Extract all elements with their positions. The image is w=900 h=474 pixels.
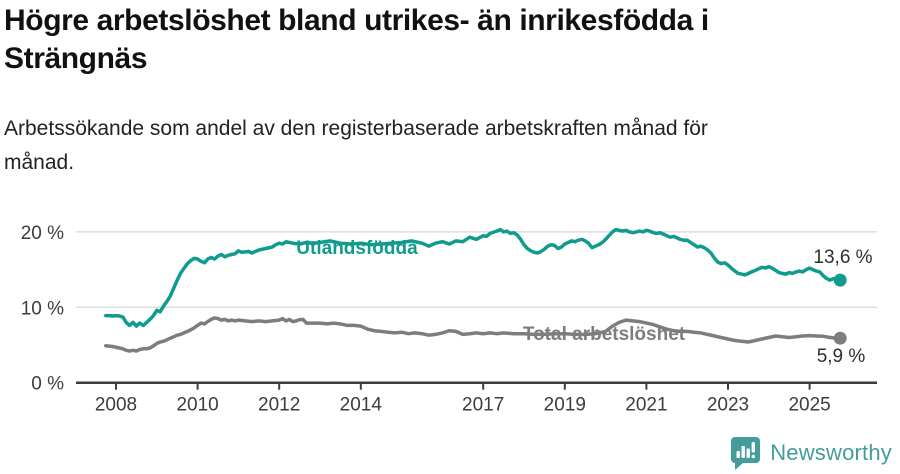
x-tick-label-2008: 2008: [95, 395, 137, 416]
series-end-dot-0: [833, 273, 847, 287]
x-tick-label-2025: 2025: [788, 395, 830, 416]
page-title: Högre arbetslöshet bland utrikes- än inr…: [4, 2, 884, 78]
x-tick-label-2021: 2021: [625, 395, 667, 416]
y-tick-label-10: 10 %: [21, 298, 64, 319]
x-tick-label-2010: 2010: [176, 395, 218, 416]
series-inline-label-0: Utlandsfödda: [296, 238, 418, 259]
y-tick-label-20: 20 %: [21, 223, 64, 244]
chart-subtitle: Arbetssökande som andel av den registerb…: [4, 112, 864, 180]
y-tick-label-0: 0 %: [31, 374, 64, 395]
x-tick-label-2017: 2017: [462, 395, 504, 416]
series-end-dot-1: [833, 331, 847, 345]
series-inline-label-1: Total arbetslöshet: [523, 324, 686, 345]
page-title-line-2: Strängnäs: [4, 42, 148, 75]
brand-footer: Newsworthy: [730, 436, 892, 470]
x-tick-label-2014: 2014: [340, 395, 383, 416]
series-end-value-label-1: 5,9 %: [817, 346, 866, 367]
series-end-value-label-0: 13,6 %: [813, 247, 872, 268]
x-tick-label-2023: 2023: [707, 395, 749, 416]
x-tick-label-2012: 2012: [258, 395, 300, 416]
series-line-1: [104, 316, 842, 353]
chart-subtitle-line-1: Arbetssökande som andel av den registerb…: [4, 117, 708, 140]
brand-name: Newsworthy: [770, 440, 892, 465]
page-title-line-1: Högre arbetslöshet bland utrikes- än inr…: [4, 4, 709, 37]
series-line-0: [104, 227, 842, 328]
newsworthy-logo-icon: [731, 437, 761, 470]
chart-subtitle-line-2: månad.: [4, 151, 75, 174]
x-tick-label-2019: 2019: [544, 395, 586, 416]
